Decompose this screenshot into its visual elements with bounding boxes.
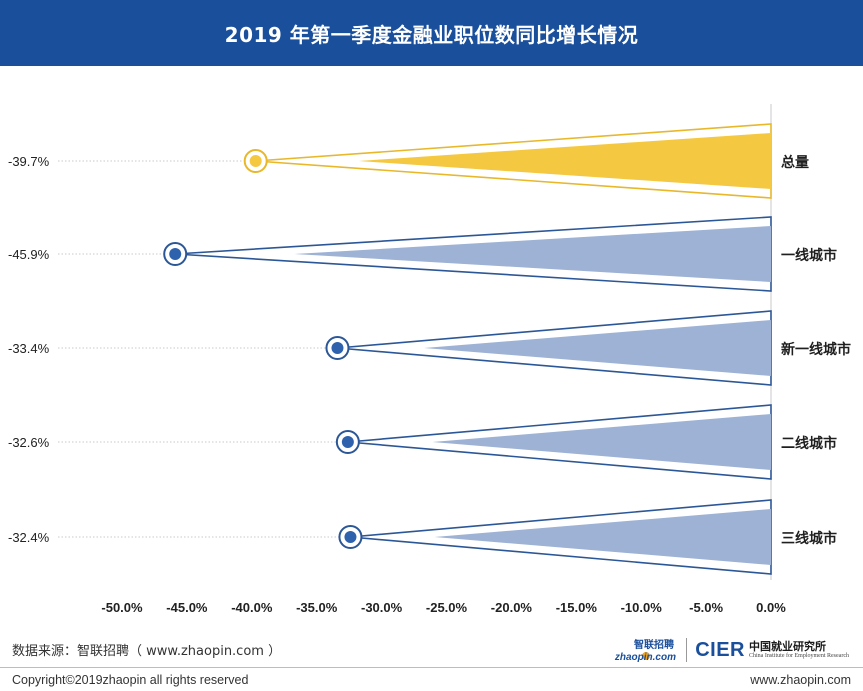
bar-2 [424, 320, 771, 376]
funnel-bar-chart: -39.7% 总量 -45.9% 一线城市 -33.4% 新一线城市 -32.6% 二线城市 -… [8, 104, 851, 615]
x-tick-label-0: -50.0% [101, 600, 143, 615]
x-tick-label-5: -25.0% [426, 600, 468, 615]
value-label-3: -32.6% [8, 435, 50, 450]
marker-dot-1 [169, 248, 182, 260]
category-label-0: 总量 [781, 154, 809, 171]
x-tick-label-8: -10.0% [621, 600, 663, 615]
cier-logo-en: China Institute for Employment Research [749, 652, 849, 659]
marker-dot-0 [249, 155, 262, 167]
logo-group: 智联招聘 zhaopin.com CIER 中国就业研究所 China Inst… [608, 636, 849, 664]
marker-dot-2 [331, 342, 344, 354]
cier-logo: CIER 中国就业研究所 China Institute for Employm… [695, 639, 849, 662]
category-label-1: 一线城市 [781, 247, 837, 264]
zhaopin-logo-cn: 智联招聘 [634, 638, 674, 651]
bar-1 [294, 226, 771, 282]
x-tick-label-3: -35.0% [296, 600, 338, 615]
zhaopin-logo-en: zhaopin.com [614, 652, 676, 663]
footer: Copyright©2019zhaopin all rights reserve… [0, 668, 863, 691]
cier-logo-text: CIER [695, 638, 746, 661]
category-label-2: 新一线城市 [781, 341, 851, 358]
cier-logo-cn: 中国就业研究所 [749, 640, 827, 654]
bar-4 [434, 509, 771, 565]
marker-dot-4 [344, 531, 357, 543]
zhaopin-logo: 智联招聘 zhaopin.com [614, 638, 676, 663]
footer-url: www.zhaopin.com [750, 672, 851, 687]
value-label-1: -45.9% [8, 247, 50, 262]
chart-title: 2019 年第一季度金融业职位数同比增长情况 [224, 22, 639, 47]
value-label-0: -39.7% [8, 154, 50, 169]
x-tick-label-7: -15.0% [556, 600, 598, 615]
marker-dot-3 [341, 436, 354, 448]
x-tick-label-10: 0.0% [756, 600, 786, 615]
category-label-4: 三线城市 [781, 530, 837, 547]
category-label-3: 二线城市 [781, 435, 837, 452]
value-label-2: -33.4% [8, 341, 50, 356]
x-tick-label-6: -20.0% [491, 600, 533, 615]
copyright-text: Copyright©2019zhaopin all rights reserve… [12, 672, 249, 687]
value-label-4: -32.4% [8, 530, 50, 545]
logo-divider [686, 638, 688, 662]
x-tick-label-2: -40.0% [231, 600, 273, 615]
bar-0 [358, 133, 771, 189]
data-source: 数据来源：智联招聘（ www.zhaopin.com ） [12, 644, 282, 659]
x-tick-label-1: -45.0% [166, 600, 208, 615]
chart-header: 2019 年第一季度金融业职位数同比增长情况 [0, 0, 863, 66]
footer-divider [0, 667, 863, 668]
x-tick-label-9: -5.0% [689, 600, 723, 615]
x-tick-label-4: -30.0% [361, 600, 403, 615]
bar-3 [432, 414, 771, 470]
